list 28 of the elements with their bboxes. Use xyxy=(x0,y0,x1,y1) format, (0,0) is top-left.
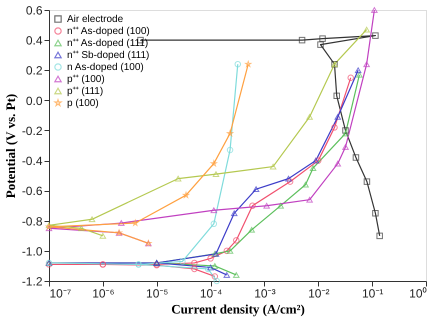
y-tick-label: -0.2 xyxy=(22,124,43,138)
legend-label: n As-doped (100) xyxy=(67,62,144,73)
legend-label: n⁺⁺ As-doped (100) xyxy=(67,26,150,37)
legend-label: p⁺⁺ (100) xyxy=(67,74,105,85)
y-tick-label: -1.0 xyxy=(22,244,43,258)
legend-label: p⁺⁺ (111) xyxy=(67,86,104,97)
legend-label: Air electrode xyxy=(67,14,124,25)
y-tick-label: -0.8 xyxy=(22,214,43,228)
y-tick-label: 0.2 xyxy=(26,64,43,78)
y-tick-label: -0.6 xyxy=(22,184,43,198)
x-tick-label: 10⁻¹ xyxy=(362,286,384,300)
legend-label: n⁺⁺ Sb-doped (111) xyxy=(67,50,150,61)
y-tick-label: -0.4 xyxy=(22,154,43,168)
x-tick-label: 10⁻⁴ xyxy=(200,286,222,300)
y-tick-label: 0.0 xyxy=(26,94,43,108)
legend-label: n⁺⁺ As-doped (111) xyxy=(67,38,148,49)
y-tick-label: -1.2 xyxy=(22,274,43,288)
x-tick-label: 10⁻³ xyxy=(254,286,276,300)
x-tick-label: 10⁻⁵ xyxy=(146,286,168,300)
x-tick-label: 10⁻⁶ xyxy=(92,286,115,300)
x-tick-label: 10⁻² xyxy=(308,286,330,300)
x-tick-label: 10⁻⁷ xyxy=(50,286,72,300)
y-axis-title: Potential (V vs. Pt) xyxy=(2,94,18,198)
y-tick-label: 0.4 xyxy=(26,34,43,48)
y-tick-label: 0.6 xyxy=(26,4,43,18)
legend-label: p (100) xyxy=(67,98,99,109)
x-axis-title: Current density (A/cm²) xyxy=(171,302,305,316)
x-tick-label: 10⁰ xyxy=(409,286,426,300)
